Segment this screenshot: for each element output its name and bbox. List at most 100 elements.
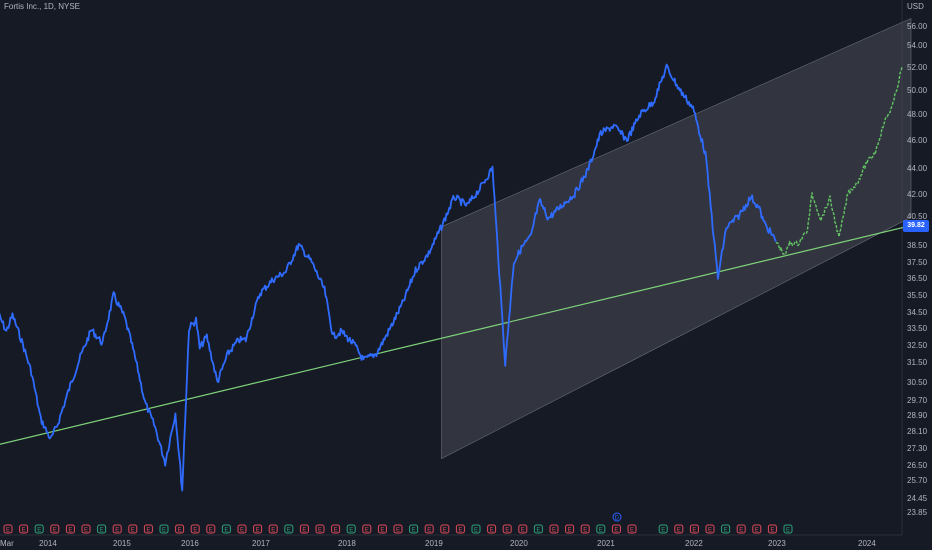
- dividend-marker: [612, 512, 622, 522]
- y-tick-label: 23.85: [907, 508, 928, 517]
- regression-channel: [441, 17, 912, 460]
- earnings-marker-box: [767, 524, 777, 534]
- earnings-marker: E: [658, 524, 668, 534]
- y-tick-label: 54.00: [907, 41, 928, 50]
- x-tick-label: 2022: [685, 539, 703, 548]
- earnings-marker-box: [65, 524, 75, 534]
- earnings-marker: E: [331, 524, 341, 534]
- earnings-marker-label: E: [271, 528, 275, 534]
- y-tick-label: 52.00: [907, 63, 928, 72]
- earnings-marker-box: [206, 524, 216, 534]
- earnings-marker: E: [315, 524, 325, 534]
- y-tick-label: 26.50: [907, 461, 928, 470]
- x-tick-label: 2017: [252, 539, 270, 548]
- earnings-marker-box: [175, 524, 185, 534]
- earnings-marker: E: [596, 524, 606, 534]
- earnings-marker: E: [362, 524, 372, 534]
- earnings-marker-label: E: [568, 528, 572, 534]
- earnings-marker-box: [159, 524, 169, 534]
- earnings-marker: E: [377, 524, 387, 534]
- earnings-marker: E: [97, 524, 107, 534]
- earnings-marker-label: E: [146, 528, 150, 534]
- earnings-marker-label: E: [724, 528, 728, 534]
- earnings-marker: E: [533, 524, 543, 534]
- y-tick-label: 56.00: [907, 22, 928, 31]
- y-tick-label: 27.30: [907, 444, 928, 453]
- y-tick-label: 44.00: [907, 164, 928, 173]
- earnings-marker: E: [112, 524, 122, 534]
- earnings-marker-label: E: [614, 528, 618, 534]
- earnings-marker-box: [362, 524, 372, 534]
- earnings-marker: E: [518, 524, 528, 534]
- earnings-marker: E: [299, 524, 309, 534]
- y-tick-label: 37.50: [907, 258, 928, 267]
- chart-title: Fortis Inc., 1D, NYSE: [4, 2, 81, 11]
- earnings-marker-box: [19, 524, 29, 534]
- earnings-marker: E: [767, 524, 777, 534]
- earnings-marker-label: E: [552, 528, 556, 534]
- earnings-marker-box: [627, 524, 637, 534]
- earnings-marker: E: [424, 524, 434, 534]
- y-tick-label: 33.50: [907, 324, 928, 333]
- earnings-marker: E: [549, 524, 559, 534]
- y-tick-label: 48.00: [907, 110, 928, 119]
- earnings-marker-box: [128, 524, 138, 534]
- earnings-marker-box: [81, 524, 91, 534]
- earnings-marker-label: E: [240, 528, 244, 534]
- earnings-marker-box: [34, 524, 44, 534]
- y-tick-label: 36.50: [907, 274, 928, 283]
- earnings-marker-label: E: [178, 528, 182, 534]
- earnings-marker-box: [50, 524, 60, 534]
- earnings-marker: E: [65, 524, 75, 534]
- earnings-marker-label: E: [474, 528, 478, 534]
- x-tick-label: 2014: [39, 539, 57, 548]
- earnings-marker-label: E: [365, 528, 369, 534]
- earnings-marker: E: [346, 524, 356, 534]
- earnings-marker-box: [487, 524, 497, 534]
- earnings-marker-label: E: [380, 528, 384, 534]
- earnings-marker: E: [752, 524, 762, 534]
- earnings-marker-box: [253, 524, 263, 534]
- y-tick-label: 50.00: [907, 86, 928, 95]
- x-tick-label: 2024: [858, 539, 876, 548]
- earnings-marker: E: [81, 524, 91, 534]
- earnings-marker-label: E: [22, 528, 26, 534]
- x-tick-label: 2020: [510, 539, 528, 548]
- earnings-marker-box: [518, 524, 528, 534]
- earnings-marker: E: [190, 524, 200, 534]
- earnings-marker-label: E: [209, 528, 213, 534]
- price-history-line: [0, 63, 777, 492]
- earnings-marker: E: [674, 524, 684, 534]
- y-tick-label: 42.00: [907, 190, 928, 199]
- earnings-marker-box: [549, 524, 559, 534]
- earnings-marker-box: [502, 524, 512, 534]
- y-tick-label: 28.90: [907, 411, 928, 420]
- earnings-marker-label: E: [412, 528, 416, 534]
- earnings-marker-label: E: [334, 528, 338, 534]
- y-tick-label: 32.50: [907, 341, 928, 350]
- earnings-marker-label: E: [37, 528, 41, 534]
- earnings-marker: E: [159, 524, 169, 534]
- earnings-marker-box: [221, 524, 231, 534]
- x-tick-label: Mar: [0, 539, 14, 548]
- earnings-marker-box: [237, 524, 247, 534]
- earnings-marker: E: [627, 524, 637, 534]
- earnings-marker-label: E: [287, 528, 291, 534]
- earnings-marker-label: E: [427, 528, 431, 534]
- earnings-marker-label: E: [68, 528, 72, 534]
- earnings-marker: E: [393, 524, 403, 534]
- earnings-marker-label: E: [131, 528, 135, 534]
- earnings-marker-label: E: [349, 528, 353, 534]
- earnings-marker: E: [34, 524, 44, 534]
- earnings-marker-box: [393, 524, 403, 534]
- earnings-marker: E: [565, 524, 575, 534]
- earnings-marker: E: [19, 524, 29, 534]
- earnings-marker: E: [440, 524, 450, 534]
- earnings-marker-box: [674, 524, 684, 534]
- earnings-marker: E: [455, 524, 465, 534]
- earnings-marker-box: [533, 524, 543, 534]
- y-tick-label: 30.50: [907, 378, 928, 387]
- y-tick-label: 29.70: [907, 396, 928, 405]
- y-tick-label: 25.70: [907, 476, 928, 485]
